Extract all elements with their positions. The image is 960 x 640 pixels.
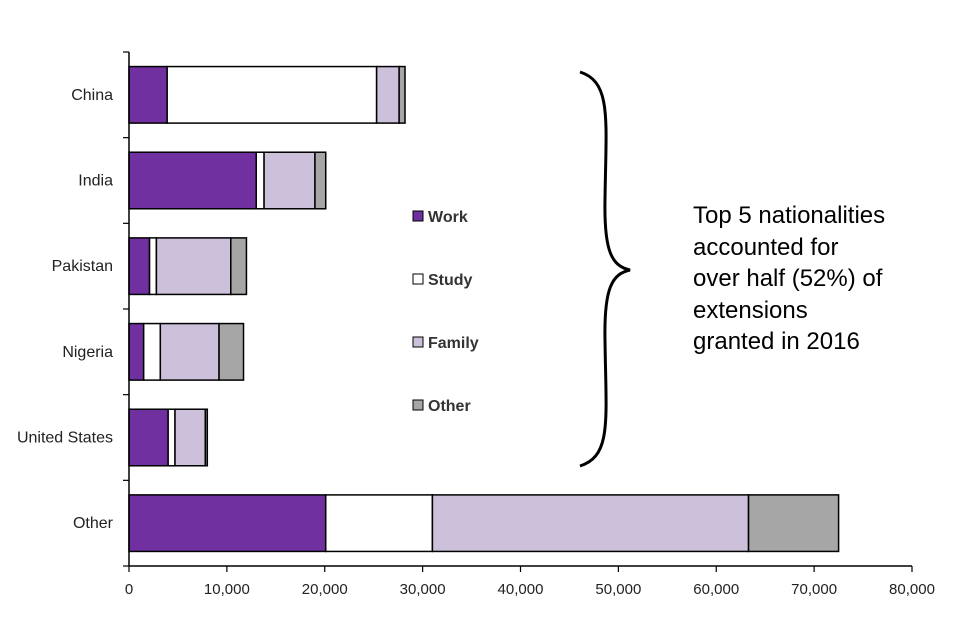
category-label: United States xyxy=(17,430,113,447)
bar-segment-work xyxy=(128,65,168,124)
legend-label: Study xyxy=(428,272,473,289)
annotation-line: over half (52%) of xyxy=(693,265,883,292)
annotation-line: accounted for xyxy=(693,233,839,261)
x-tick-label: 80,000 xyxy=(889,581,935,598)
bar-segment-study xyxy=(142,322,162,381)
annotation-text: Top 5 nationalities accounted for over h… xyxy=(693,200,953,358)
legend-label: Other xyxy=(428,398,471,415)
legend-swatch-work xyxy=(412,210,424,222)
bars-group xyxy=(128,65,840,553)
bar-segment-family xyxy=(431,494,750,553)
bar-segment-work xyxy=(128,408,169,467)
bar-segment-study xyxy=(324,494,434,553)
bar-segment-study xyxy=(167,408,176,467)
x-tick-label: 40,000 xyxy=(498,581,544,598)
bar-segment-other xyxy=(230,237,248,296)
bar-segment-family xyxy=(263,151,316,210)
annotation-line: extensions xyxy=(693,296,808,324)
legend-swatch-study xyxy=(412,273,424,285)
category-label: India xyxy=(78,173,113,190)
curly-brace xyxy=(579,70,631,468)
legend-swatch-family xyxy=(412,336,424,348)
bar-segment-other xyxy=(398,65,406,124)
bar-segment-work xyxy=(128,237,151,296)
x-tick-label: 10,000 xyxy=(204,581,250,598)
bar-segment-other xyxy=(314,151,327,210)
bar-segment-work xyxy=(128,151,257,210)
bar-segment-family xyxy=(155,237,232,296)
bar-segment-other xyxy=(747,494,840,553)
bar-segment-family xyxy=(375,65,400,124)
bar-segment-other xyxy=(218,322,245,381)
bar-segment-other xyxy=(204,408,209,467)
legend-label: Family xyxy=(428,335,479,352)
legend-swatch-other xyxy=(412,399,424,411)
x-tick-label: 50,000 xyxy=(595,581,641,598)
bar-segment-study xyxy=(255,151,265,210)
category-label: China xyxy=(71,87,113,104)
category-label: Other xyxy=(73,515,114,532)
bar-segment-work xyxy=(128,494,327,553)
bar-segment-work xyxy=(128,322,145,381)
axes-group: China India Pakistan Nigeria United States Ot… xyxy=(17,51,935,598)
bar-segment-study xyxy=(148,237,158,296)
bar-segment-family xyxy=(174,408,207,467)
x-tick-label: 70,000 xyxy=(791,581,837,598)
legend: Work Study Family Other xyxy=(412,209,479,415)
category-label: Nigeria xyxy=(62,344,113,361)
bar-segment-study xyxy=(166,65,378,124)
annotation-line: granted in 2016 xyxy=(693,328,860,355)
legend-label: Work xyxy=(428,209,468,226)
x-tick-label: 30,000 xyxy=(400,581,446,598)
x-tick-label: 0 xyxy=(125,581,133,598)
annotation-line: Top 5 nationalities xyxy=(693,202,886,229)
x-tick-label: 20,000 xyxy=(302,581,348,598)
category-label: Pakistan xyxy=(52,258,113,275)
x-tick-label: 60,000 xyxy=(693,581,739,598)
bar-segment-family xyxy=(159,322,220,381)
